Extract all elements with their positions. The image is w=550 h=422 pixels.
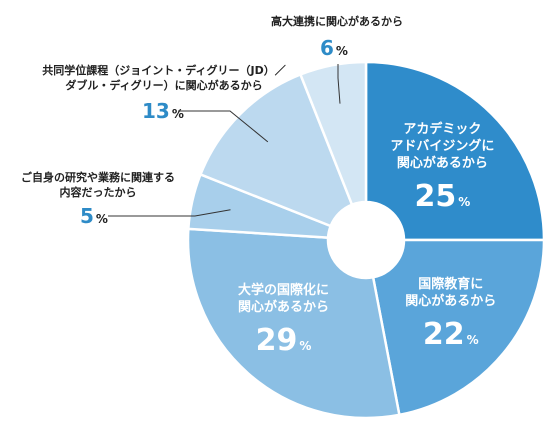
- leader-line-3: [108, 209, 231, 217]
- slice-label-2-0: 大学の国際化に: [238, 282, 329, 298]
- slice-value-4: 13%: [142, 99, 184, 123]
- slice-value-5: 6%: [320, 36, 348, 60]
- slice-label-0-1: アドバイジングに: [390, 138, 494, 154]
- slice-label-3-0: ご自身の研究や業務に関連する: [21, 170, 175, 184]
- slice-0: [364, 60, 546, 242]
- slice-value-3: 5%: [80, 204, 108, 228]
- slice-label-2-1: 関心があるから: [238, 299, 329, 315]
- slice-label-5-0: 高大連携に関心があるから: [271, 14, 403, 28]
- slice-label-3-1: 内容だったから: [60, 185, 137, 199]
- slice-2: [186, 227, 401, 420]
- slice-label-1-1: 関心があるから: [405, 293, 496, 309]
- slice-label-4-1: ダブル・ディグリー）に関心があるから: [65, 78, 262, 92]
- slice-value-2: 29%: [256, 323, 312, 358]
- leader-line-5: [337, 64, 341, 104]
- slice-value-1: 22%: [423, 317, 479, 352]
- slice-label-0-2: 関心があるから: [397, 155, 488, 171]
- leader-line-4: [178, 110, 269, 143]
- slice-label-1-0: 国際教育に: [418, 276, 483, 292]
- slice-5: [298, 60, 368, 207]
- slice-1: [371, 238, 546, 417]
- slice-label-0-0: アカデミック: [403, 121, 481, 137]
- slice-label-4-0: 共同学位課程（ジョイント・ディグリー（JD）／: [42, 63, 285, 77]
- slice-value-0: 25%: [414, 179, 470, 214]
